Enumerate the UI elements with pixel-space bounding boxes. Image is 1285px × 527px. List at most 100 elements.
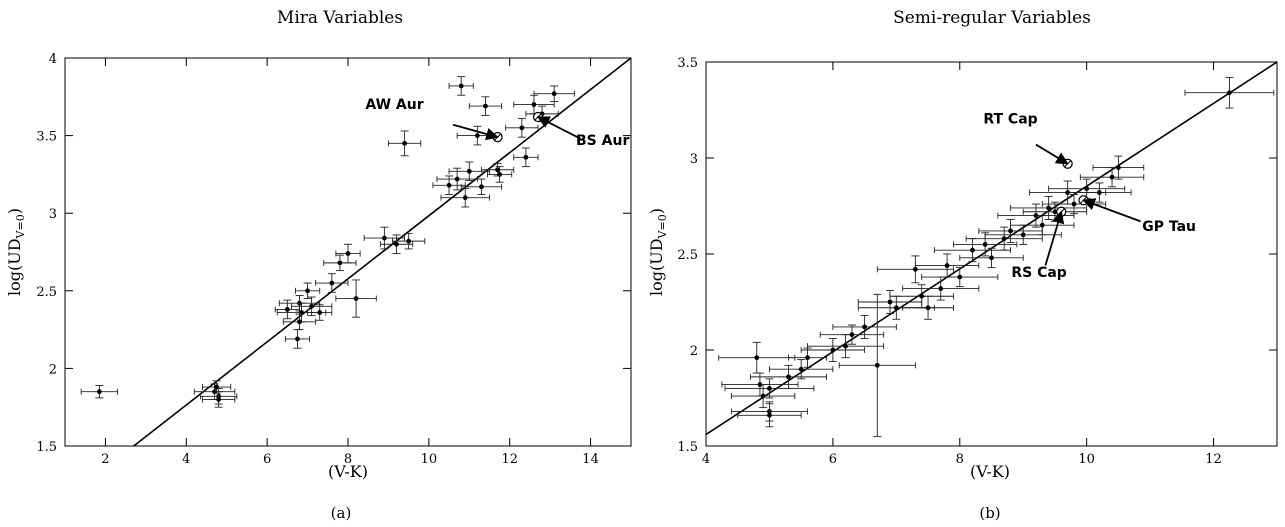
annotation-label: GP Tau [1142, 219, 1196, 235]
x-tick-label: 6 [263, 452, 271, 467]
point-marker [938, 286, 944, 291]
point-marker [1008, 228, 1013, 234]
x-tick-label: 6 [829, 452, 837, 467]
x-tick-label: 8 [344, 452, 352, 467]
x-tick-label: 10 [1078, 452, 1095, 467]
fit-line [133, 58, 631, 446]
data-point [788, 347, 827, 368]
point-marker [462, 195, 468, 201]
x-tick-label: 2 [101, 452, 109, 467]
x-tick-label: 12 [1205, 452, 1222, 467]
data-point [468, 96, 503, 116]
y-axis-label: log(UDV=0) [647, 208, 669, 296]
point-marker [345, 251, 351, 256]
y-tick-label: 3 [49, 207, 57, 222]
data-point [323, 254, 357, 272]
data-point [921, 266, 999, 288]
data-point [392, 232, 426, 250]
point-marker [989, 255, 994, 261]
annotation-label: RS Cap [1011, 265, 1066, 281]
y-tick-label: 3.5 [36, 130, 57, 145]
point-marker [767, 412, 772, 418]
x-axis-label: (V-K) [328, 462, 368, 481]
data-point [737, 403, 802, 428]
point-marker [329, 280, 335, 286]
point-marker [406, 238, 412, 244]
point-marker [957, 274, 963, 280]
point-marker [305, 288, 310, 294]
y-tick-label: 2 [690, 344, 698, 359]
data-point [307, 304, 333, 321]
x-tick-label: 4 [182, 452, 190, 467]
point-marker [284, 307, 290, 312]
data-point [876, 255, 954, 284]
data-point [1184, 76, 1275, 109]
mira-panel: Mira Variables 2 4 6 8 10 12 14 1.5 2 2.5 3 3.5 4 AW … [5, 8, 632, 522]
plot-area: 2 4 6 8 10 12 14 1.5 2 2.5 3 3.5 4 AW Aur BS Aur [36, 52, 631, 467]
data-point [807, 334, 885, 359]
point-marker [454, 176, 460, 182]
point-marker [760, 393, 766, 399]
y-tick-label: 4 [49, 52, 57, 67]
point-marker [1071, 201, 1077, 207]
data-point [436, 167, 478, 191]
annotation: RT Cap [983, 111, 1073, 169]
data-point [513, 147, 539, 168]
data-point [1022, 201, 1088, 222]
point-marker [402, 140, 407, 146]
y-tick-label: 1.5 [677, 440, 698, 455]
annotation-arrow [1044, 210, 1065, 266]
annotation: GP Tau [1078, 195, 1196, 235]
point-marker [1033, 213, 1039, 219]
data-point [959, 247, 1024, 268]
data-point [363, 226, 406, 250]
point-marker [1084, 186, 1090, 192]
data-point [290, 296, 333, 317]
point-marker [893, 305, 899, 311]
data-point [379, 234, 414, 255]
point-marker [887, 299, 893, 305]
point-marker [317, 310, 323, 315]
data-point [335, 279, 377, 318]
data-point [1048, 178, 1126, 199]
panel-caption: (b) [979, 504, 1000, 522]
data-point [768, 359, 834, 380]
data-point [284, 329, 311, 349]
chart-title: Semi-regular Variables [893, 8, 1091, 28]
point-marker [798, 366, 804, 372]
annotation-label: AW Aur [365, 97, 423, 113]
point-marker [1046, 205, 1051, 211]
point-marker [767, 386, 772, 391]
point-marker [523, 154, 529, 160]
panel-caption: (a) [331, 504, 352, 522]
y-tick-label: 2.5 [36, 285, 57, 300]
point-marker [479, 184, 484, 190]
plot-area: 4 6 8 10 12 1.5 2 2.5 3 3.5 RT Cap GP Tau RS Cap [677, 56, 1277, 467]
y-tick-label: 2.5 [677, 248, 698, 263]
data-point [440, 187, 490, 208]
x-tick-label: 14 [582, 452, 599, 467]
point-marker [394, 241, 399, 247]
x-axis-label: (V-K) [970, 462, 1010, 481]
y-tick-label: 2 [49, 362, 57, 377]
data-point [730, 384, 796, 409]
x-tick-label: 8 [956, 452, 964, 467]
plot-frame [705, 61, 1278, 447]
point-marker [446, 182, 452, 188]
data-point [533, 85, 575, 102]
data-point [282, 313, 317, 331]
data-point [724, 378, 815, 399]
point-marker [982, 242, 988, 247]
point-marker [1039, 222, 1045, 228]
x-tick-label: 12 [501, 452, 518, 467]
x-tick-label: 4 [702, 452, 710, 467]
point-marker [519, 125, 525, 131]
point-marker [474, 133, 480, 139]
data-point [952, 232, 1018, 257]
plot-frame [64, 57, 632, 447]
data-point [387, 130, 422, 157]
point-marker [96, 389, 102, 395]
point-marker [919, 293, 925, 299]
point-marker [483, 103, 488, 109]
